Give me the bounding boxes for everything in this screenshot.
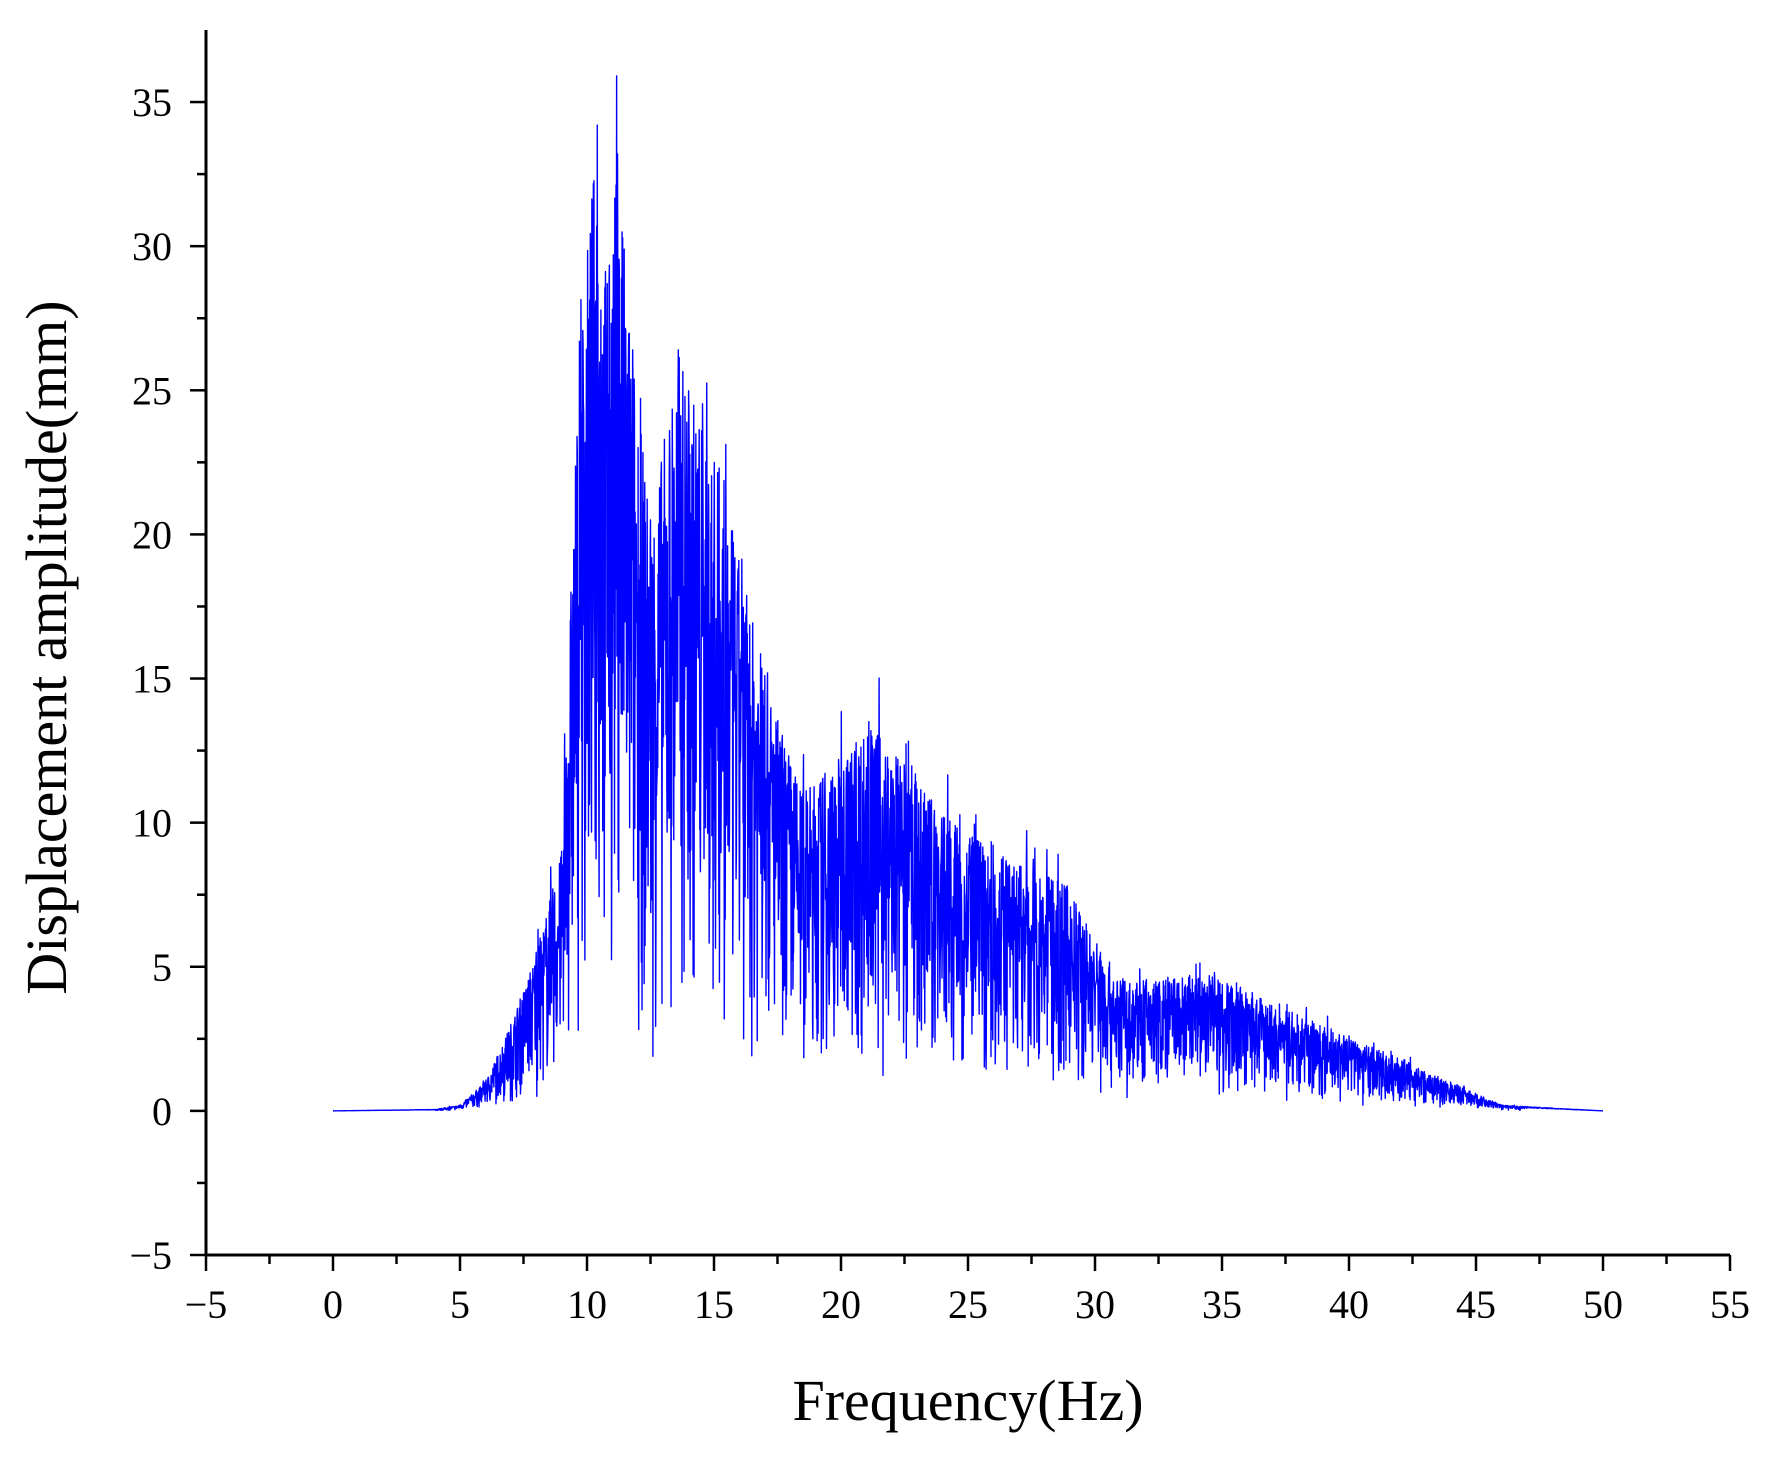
x-tick-label: 30 xyxy=(1075,1282,1115,1327)
y-tick-label: 30 xyxy=(132,224,172,269)
x-tick-label: −5 xyxy=(185,1282,228,1327)
x-tick-label: 40 xyxy=(1329,1282,1369,1327)
x-tick-label: 25 xyxy=(948,1282,988,1327)
x-tick-label: 20 xyxy=(821,1282,861,1327)
spectrum-line xyxy=(332,75,1604,1112)
y-tick-label: 10 xyxy=(132,801,172,846)
x-tick-label: 45 xyxy=(1456,1282,1496,1327)
x-tick-label: 50 xyxy=(1583,1282,1623,1327)
plot-area xyxy=(332,75,1604,1112)
y-tick-label: 15 xyxy=(132,657,172,702)
x-tick-label: 15 xyxy=(694,1282,734,1327)
y-axis-title: Displacement amplitude(mm) xyxy=(14,300,79,994)
x-tick-label: 35 xyxy=(1202,1282,1242,1327)
y-tick-label: 5 xyxy=(152,945,172,990)
x-tick-label: 10 xyxy=(567,1282,607,1327)
x-axis-title: Frequency(Hz) xyxy=(792,1368,1143,1433)
y-tick-label: 20 xyxy=(132,512,172,557)
y-tick-label: 35 xyxy=(132,80,172,125)
x-tick-label: 0 xyxy=(323,1282,343,1327)
axes: −5 0 5 10 15 20 25 30 35 40 45 50 55 −5 0 5 10 15 20 25 30 35 xyxy=(129,30,1750,1327)
x-tick-label: 5 xyxy=(450,1282,470,1327)
y-tick-label: 25 xyxy=(132,368,172,413)
x-tick-label: 55 xyxy=(1710,1282,1750,1327)
y-tick-label: 0 xyxy=(152,1089,172,1134)
y-tick-label: −5 xyxy=(129,1233,172,1278)
